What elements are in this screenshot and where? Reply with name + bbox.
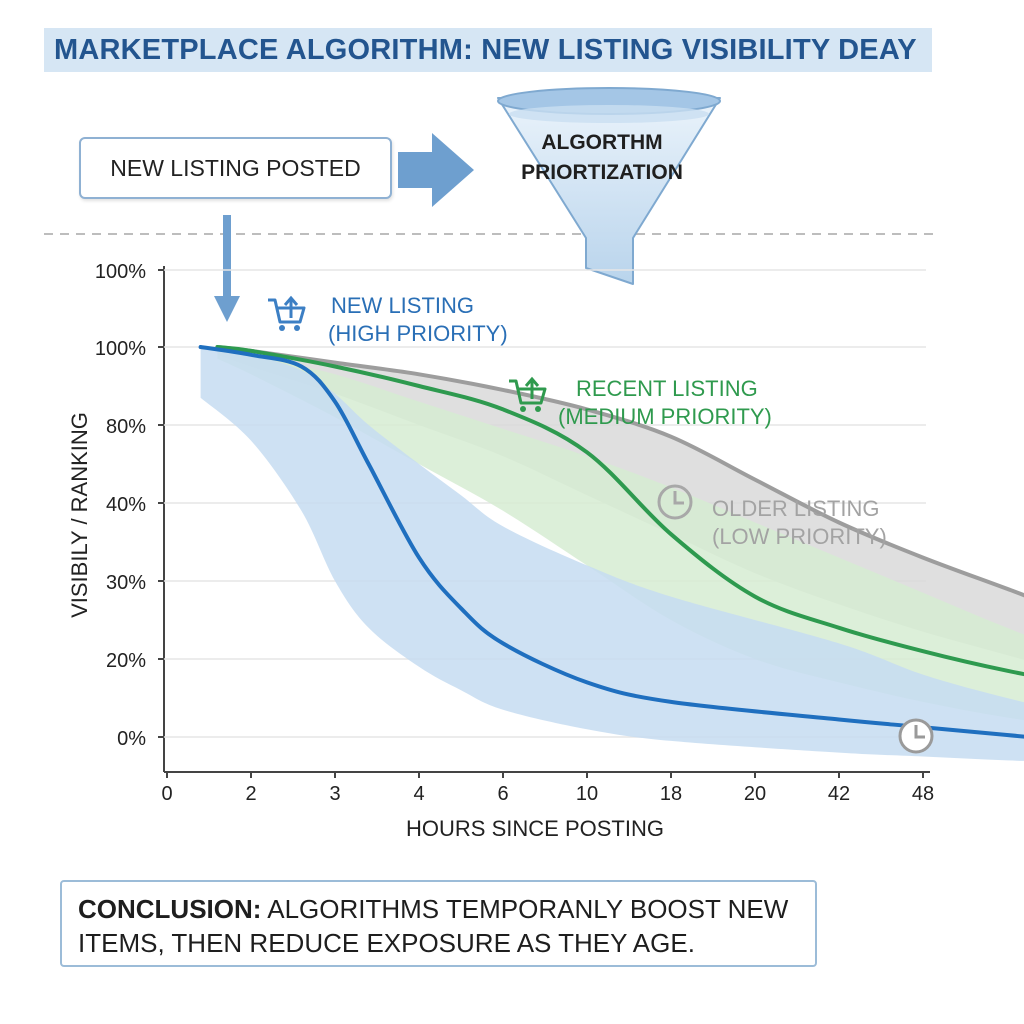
y-tick-label: 80% [106,416,146,438]
x-tick-label: 48 [912,783,934,805]
legend-new-line1: NEW LISTING [331,293,475,318]
series-line-1 [215,345,1024,677]
x-tick-label: 0 [161,783,172,805]
x-tick-label: 4 [413,783,424,805]
y-axis-title: VISIBILY / RANKING [67,412,92,618]
legend-older-line2: (LOW PRIORITY) [712,524,887,549]
funnel-label-line2: PRIORTIZATION [521,161,683,184]
x-tick-label: 20 [744,783,766,805]
end-clock-icon [898,718,934,754]
funnel-label: ALGORTHM PRIORTIZATION [495,128,709,188]
legend-older-listing: OLDER LISTING (LOW PRIORITY) [712,495,887,551]
chart-title: MARKETPLACE ALGORITHM: NEW LISTING VISIB… [54,34,917,66]
series-band-1 [217,347,1024,721]
x-tick-label: 3 [329,783,340,805]
x-tick-label: 2 [245,783,256,805]
conclusion-label: CONCLUSION: [78,894,262,924]
cart-upload-icon [268,295,306,331]
x-tick-label: 42 [828,783,850,805]
y-tick-label: 100% [95,338,146,360]
conclusion-text: ALGORITHMS TEMPORANLY BOOST NEW ITEMS, T… [78,894,789,958]
conclusion-box: CONCLUSION: ALGORITHMS TEMPORANLY BOOST … [60,880,817,967]
new-listing-posted-box: NEW LISTING POSTED [79,137,392,199]
y-tick-label: 0% [117,728,146,750]
legend-recent-line1: RECENT LISTING [576,376,758,401]
cart-upload-icon-recent [509,376,547,412]
y-tick-label: 20% [106,650,146,672]
flow-arrow-down [214,215,240,322]
clock-icon [657,484,693,520]
x-tick-label: 6 [497,783,508,805]
series-band-0 [200,347,1024,761]
new-listing-posted-label: NEW LISTING POSTED [110,154,361,181]
series-line-2 [215,345,1024,598]
series-line-0 [198,345,1024,739]
y-tick-label: 100% [95,261,146,283]
y-tick-label: 40% [106,494,146,516]
funnel-label-line1: ALGORTHM [541,131,663,154]
x-tick-label: 18 [660,783,682,805]
x-tick-label: 10 [576,783,598,805]
title-banner: MARKETPLACE ALGORITHM: NEW LISTING VISIB… [44,28,932,72]
flow-arrow-right [398,133,474,207]
legend-recent-line2: (MEDIUM PRIORITY) [558,404,772,429]
x-axis-title: HOURS SINCE POSTING [406,816,664,841]
legend-new-listing: NEW LISTING (HIGH PRIORITY) [328,292,508,348]
legend-new-line2: (HIGH PRIORITY) [328,321,508,346]
legend-recent-listing: RECENT LISTING (MEDIUM PRIORITY) [558,375,772,431]
funnel-icon [497,87,721,285]
y-tick-label: 30% [106,572,146,594]
legend-older-line1: OLDER LISTING [712,496,880,521]
